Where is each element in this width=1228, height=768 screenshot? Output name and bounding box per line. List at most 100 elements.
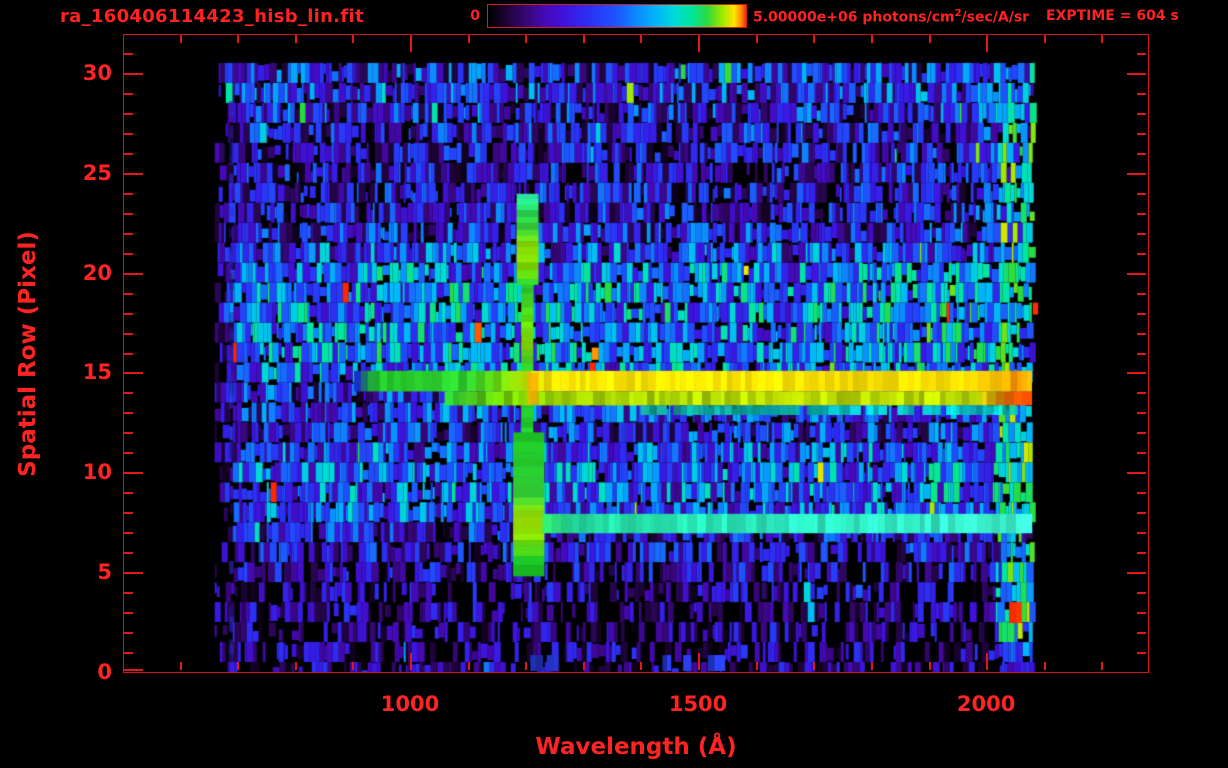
y-tick	[1137, 53, 1146, 55]
y-tick	[1127, 472, 1146, 474]
y-tick	[1137, 153, 1146, 155]
y-tick	[124, 53, 133, 55]
y-tick	[124, 632, 133, 634]
y-tick	[124, 313, 133, 315]
y-tick-label: 25	[82, 160, 112, 185]
y-tick-label: 5	[97, 560, 112, 585]
x-tick	[813, 662, 815, 670]
y-tick	[1127, 372, 1146, 374]
y-tick-label: 0	[97, 660, 112, 684]
x-tick	[295, 35, 297, 43]
x-tick	[1101, 35, 1103, 43]
x-tick	[583, 35, 585, 43]
x-tick	[468, 35, 470, 43]
y-tick	[124, 333, 133, 335]
y-tick	[124, 669, 143, 671]
y-tick	[124, 73, 143, 75]
y-tick	[124, 193, 133, 195]
y-tick	[124, 353, 133, 355]
spectrum-heatmap-canvas	[124, 35, 1148, 672]
y-tick	[124, 293, 133, 295]
x-tick	[583, 662, 585, 670]
y-tick	[1137, 392, 1146, 394]
y-tick	[1137, 233, 1146, 235]
y-tick	[1137, 333, 1146, 335]
y-tick	[124, 392, 133, 394]
y-tick	[124, 552, 133, 554]
y-axis-title-wrap: Spatial Row (Pixel)	[4, 35, 52, 672]
y-tick	[124, 133, 133, 135]
y-tick	[124, 472, 143, 474]
y-tick-label: 15	[82, 360, 112, 385]
plot-frame	[123, 34, 1149, 673]
y-tick	[1137, 353, 1146, 355]
x-tick	[813, 35, 815, 43]
x-tick	[525, 662, 527, 670]
y-tick	[124, 113, 133, 115]
y-tick	[124, 592, 133, 594]
y-tick	[124, 273, 143, 275]
x-tick	[871, 662, 873, 670]
colorbar-max-units-label: 5.00000e+06 photons/cm2/sec/A/sr	[753, 8, 1029, 26]
y-tick-label: 10	[82, 460, 112, 485]
x-tick	[986, 653, 988, 670]
x-tick	[756, 662, 758, 670]
x-tick	[468, 662, 470, 670]
y-tick	[124, 412, 133, 414]
y-tick	[1137, 592, 1146, 594]
y-tick	[1137, 612, 1146, 614]
y-tick	[1137, 293, 1146, 295]
y-tick	[1137, 512, 1146, 514]
x-tick	[180, 662, 182, 670]
colorbar	[487, 4, 747, 28]
x-tick	[986, 35, 988, 52]
colorbar-units-suffix: /sec/A/sr	[961, 9, 1030, 26]
x-tick	[352, 35, 354, 43]
y-tick	[1137, 113, 1146, 115]
x-tick	[1101, 662, 1103, 670]
y-tick	[1137, 432, 1146, 434]
y-tick-label: 30	[82, 60, 112, 85]
x-tick	[352, 662, 354, 670]
x-tick	[410, 35, 412, 52]
x-tick	[1044, 35, 1046, 43]
x-tick	[756, 35, 758, 43]
y-tick	[1137, 193, 1146, 195]
x-tick	[237, 662, 239, 670]
y-tick	[1127, 572, 1146, 574]
y-tick-label: 20	[82, 260, 112, 285]
y-tick	[124, 572, 143, 574]
y-tick	[1127, 273, 1146, 275]
x-tick	[410, 653, 412, 670]
y-tick	[124, 532, 133, 534]
y-tick	[124, 512, 133, 514]
x-axis-title: Wavelength (Å)	[535, 734, 737, 760]
y-tick	[124, 432, 133, 434]
y-tick	[124, 612, 133, 614]
y-tick	[1137, 652, 1146, 654]
y-tick	[1137, 133, 1146, 135]
y-tick	[124, 233, 133, 235]
y-tick	[1127, 73, 1146, 75]
x-tick	[698, 35, 700, 52]
x-tick	[1044, 662, 1046, 670]
x-tick	[929, 35, 931, 43]
y-tick	[1137, 213, 1146, 215]
y-tick	[124, 253, 133, 255]
file-title: ra_160406114423_hisb_lin.fit	[60, 6, 364, 27]
x-tick	[929, 662, 931, 670]
y-tick	[124, 213, 133, 215]
exptime-label: EXPTIME = 604 s	[1046, 8, 1179, 24]
x-tick	[640, 662, 642, 670]
y-tick	[1137, 452, 1146, 454]
y-tick	[124, 452, 133, 454]
y-tick	[1137, 492, 1146, 494]
y-tick	[124, 173, 143, 175]
colorbar-units-prefix: 5.00000e+06 photons/cm	[753, 9, 955, 26]
colorbar-min-label: 0	[470, 8, 480, 24]
y-tick	[124, 492, 133, 494]
y-tick	[1137, 313, 1146, 315]
y-tick	[1137, 412, 1146, 414]
x-tick	[237, 35, 239, 43]
